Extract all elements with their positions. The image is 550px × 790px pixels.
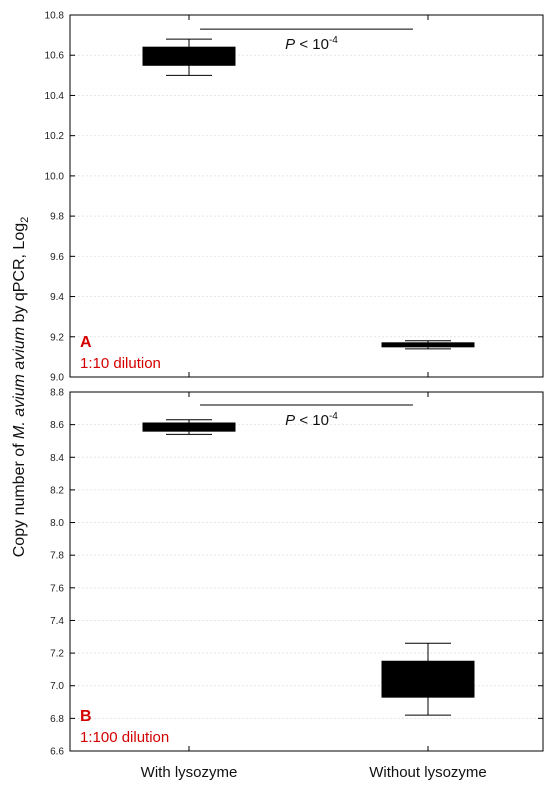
- panel-letter: A: [80, 334, 92, 351]
- y-axis-title-subscript: 2: [19, 217, 31, 223]
- panel-b: 6.6 6.8 7.0 7.2 7.4 7.6 7.8 8.0 8.2 8.4 8.6 8.8 P < …: [50, 388, 544, 758]
- y-tick-label: 9.4: [50, 292, 64, 303]
- y-tick-label: 6.8: [50, 714, 64, 725]
- y-tick-label: 6.6: [50, 747, 64, 758]
- y-tick-label: 10.6: [45, 51, 65, 62]
- p-value-annotation: P < 10-4: [285, 35, 338, 53]
- y-tick-label: 9.0: [50, 373, 64, 384]
- box-without-lysozyme: [381, 342, 475, 348]
- y-tick-label: 10.4: [45, 91, 65, 102]
- y-tick-label: 9.8: [50, 212, 64, 223]
- y-tick-label: 7.2: [50, 649, 64, 660]
- p-value-symbol: P: [285, 36, 295, 53]
- y-tick-label: 7.6: [50, 583, 64, 594]
- y-tick-label: 8.4: [50, 453, 64, 464]
- panel-dilution-label: 1:10 dilution: [80, 355, 161, 372]
- p-value-text: < 10: [295, 412, 329, 429]
- y-axis-title-species: M. avium avium: [11, 327, 28, 439]
- y-tick-label: 8.2: [50, 485, 64, 496]
- box-with-lysozyme: [142, 422, 236, 432]
- y-axis-title: Copy number of M. avium avium by qPCR, L…: [11, 217, 31, 558]
- x-category-label-with-lysozyme: With lysozyme: [141, 764, 238, 781]
- panel-a: 9.0 9.2 9.4 9.6 9.8 10.0 10.2 10.4 10.6 10.8 P < 1…: [45, 11, 544, 384]
- y-tick-label: 9.2: [50, 332, 64, 343]
- y-tick-label: 7.0: [50, 681, 64, 692]
- p-value-symbol: P: [285, 412, 295, 429]
- plot-frame: [69, 391, 544, 752]
- plot-frame: [69, 14, 544, 378]
- y-tick-label: 9.6: [50, 252, 64, 263]
- y-axis-title-prefix: Copy number of: [11, 439, 28, 557]
- y-tick-label: 7.8: [50, 551, 64, 562]
- y-axis-title-suffix: by qPCR, Log: [11, 223, 28, 327]
- panel-dilution-label: 1:100 dilution: [80, 729, 169, 746]
- p-value-text: < 10: [295, 36, 329, 53]
- p-value-exponent: -4: [329, 35, 338, 46]
- y-tick-label: 10.0: [45, 171, 65, 182]
- y-tick-label: 10.2: [45, 131, 65, 142]
- y-tick-label: 8.8: [50, 388, 64, 399]
- y-tick-label: 10.8: [45, 11, 65, 22]
- panel-letter: B: [80, 708, 92, 725]
- x-category-label-without-lysozyme: Without lysozyme: [369, 764, 487, 781]
- box-with-lysozyme: [142, 46, 236, 66]
- y-tick-label: 8.0: [50, 518, 64, 529]
- box-without-lysozyme: [381, 660, 475, 698]
- p-value-annotation: P < 10-4: [285, 411, 338, 429]
- p-value-exponent: -4: [329, 411, 338, 422]
- y-tick-label: 7.4: [50, 616, 64, 627]
- y-tick-label: 8.6: [50, 420, 64, 431]
